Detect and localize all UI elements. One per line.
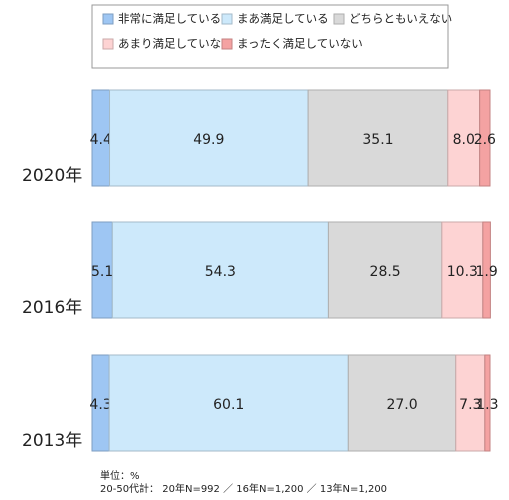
value-label: 60.1 xyxy=(213,397,244,413)
value-label: 2.6 xyxy=(474,132,496,148)
value-label: 4.4 xyxy=(90,132,112,148)
value-label: 28.5 xyxy=(370,264,401,280)
legend-swatch xyxy=(221,38,233,50)
note: 単位：% xyxy=(100,469,140,482)
value-label: 5.1 xyxy=(91,264,113,280)
legend-label: まったく満足していない xyxy=(237,37,363,51)
value-label: 1.3 xyxy=(476,397,498,413)
bar-segment xyxy=(482,221,491,319)
bar-segment xyxy=(108,354,349,452)
legend-label: どちらともいえない xyxy=(349,12,452,26)
category-label: 2013年 xyxy=(22,431,82,451)
value-label: 4.3 xyxy=(89,397,111,413)
bar-segment xyxy=(447,89,481,187)
value-label: 1.9 xyxy=(475,264,497,280)
value-label: 8.0 xyxy=(453,132,475,148)
legend-label: まあ満足している xyxy=(237,12,329,26)
legend-label: 非常に満足している xyxy=(118,12,221,26)
legend-label: あまり満足していない xyxy=(118,37,233,51)
value-label: 54.3 xyxy=(205,264,236,280)
value-label: 10.3 xyxy=(447,264,478,280)
value-label: 35.1 xyxy=(362,132,393,148)
legend-swatch xyxy=(221,13,233,25)
bar-segment xyxy=(455,354,486,452)
value-label: 49.9 xyxy=(193,132,224,148)
legend-swatch xyxy=(333,13,345,25)
bar-segment xyxy=(307,89,449,187)
note: 20-50代計： 20年N=992 ／ 16年N=1,200 ／ 13年N=1,… xyxy=(100,482,387,495)
legend-swatch xyxy=(102,38,114,50)
category-label: 2020年 xyxy=(22,166,82,186)
legend-swatch xyxy=(102,13,114,25)
value-label: 7.3 xyxy=(459,397,481,413)
bar-segment xyxy=(484,354,491,452)
category-label: 2016年 xyxy=(22,298,82,318)
legend-box xyxy=(91,4,449,69)
bar-segment xyxy=(111,221,329,319)
bar-segment xyxy=(327,221,443,319)
value-label: 27.0 xyxy=(386,397,417,413)
bar-segment xyxy=(109,89,309,187)
bar-segment xyxy=(441,221,484,319)
bar-segment xyxy=(479,89,491,187)
